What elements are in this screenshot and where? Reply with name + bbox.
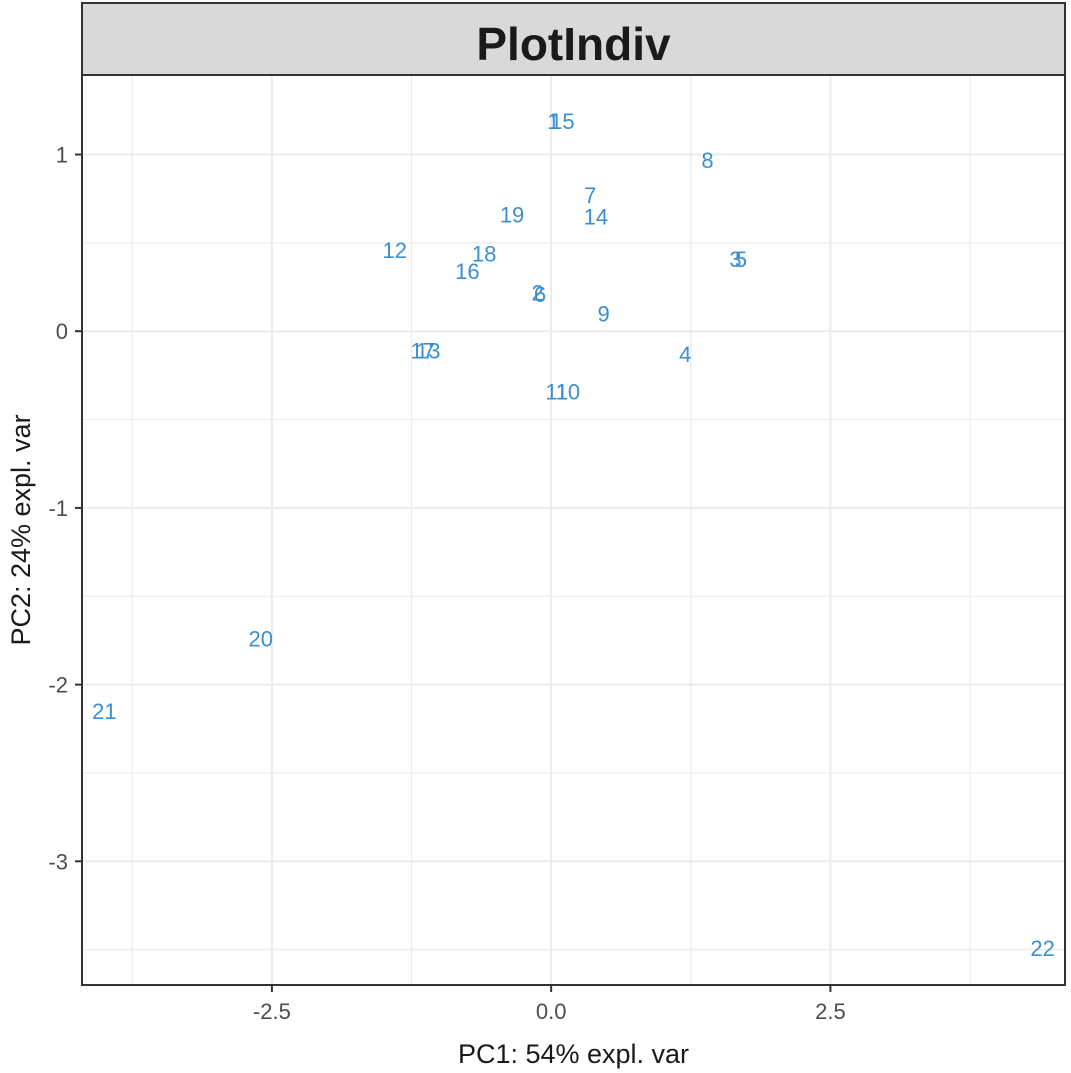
- point-label-21: 21: [92, 699, 116, 724]
- point-label-1: 1: [547, 109, 559, 134]
- point-label-10: 10: [556, 379, 580, 404]
- point-label-22: 22: [1030, 936, 1054, 961]
- point-label-12: 12: [383, 238, 407, 263]
- strip-header: [81, 2, 1066, 76]
- x-axis-ticks: -2.5 0.0 2.5: [253, 985, 846, 1024]
- point-label-5: 5: [735, 247, 747, 272]
- point-label-6: 6: [534, 282, 546, 307]
- point-label-17: 17: [410, 339, 434, 364]
- point-label-13: 13: [416, 339, 440, 364]
- y-axis-ticks: 1 0 -1 -2 -3: [48, 143, 82, 874]
- point-label-2: 2: [532, 280, 544, 305]
- point-label-3: 3: [729, 247, 741, 272]
- x-tick-label: 0.0: [536, 999, 567, 1024]
- grid-lines: [82, 75, 1065, 985]
- point-label-15: 15: [550, 109, 574, 134]
- chart-title: PlotIndiv: [476, 18, 671, 70]
- y-tick-label: -1: [48, 496, 68, 521]
- point-label-4: 4: [679, 342, 691, 367]
- plot-panel-border: [81, 74, 1066, 986]
- y-tick-label: 0: [56, 319, 68, 344]
- point-label-18: 18: [472, 241, 496, 266]
- point-label-16: 16: [455, 259, 479, 284]
- x-tick-label: -2.5: [253, 999, 291, 1024]
- y-tick-label: -3: [48, 849, 68, 874]
- point-label-14: 14: [584, 204, 608, 229]
- y-axis-title: PC2: 24% expl. var: [6, 414, 36, 645]
- point-label-8: 8: [701, 148, 713, 173]
- y-tick-label: -2: [48, 673, 68, 698]
- y-tick-label: 1: [56, 143, 68, 168]
- x-tick-label: 2.5: [815, 999, 846, 1024]
- point-label-9: 9: [598, 302, 610, 327]
- plot-panel: [82, 75, 1065, 985]
- point-label-7: 7: [584, 183, 596, 208]
- point-label-19: 19: [500, 203, 524, 228]
- x-axis-title: PC1: 54% expl. var: [458, 1039, 689, 1069]
- point-label-20: 20: [248, 627, 272, 652]
- point-label-11: 11: [545, 379, 568, 404]
